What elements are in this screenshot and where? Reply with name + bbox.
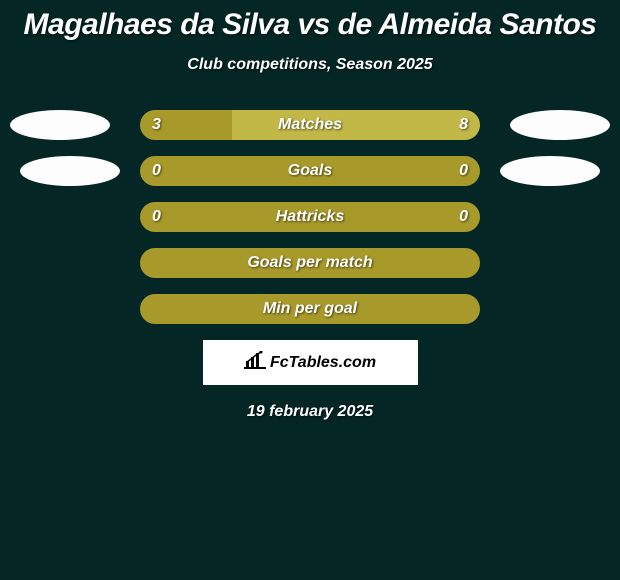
- stat-bar: Matches3 8: [140, 110, 480, 140]
- stat-label: Matches: [140, 110, 480, 140]
- player-oval-right: [510, 110, 610, 140]
- stat-row: Matches3 8: [0, 110, 620, 140]
- player-oval-right: [500, 156, 600, 186]
- stat-row: Goals0 0: [0, 156, 620, 186]
- comparison-date: 19 february 2025: [0, 403, 620, 421]
- stat-value-right: 8: [459, 110, 468, 140]
- comparison-subtitle: Club competitions, Season 2025: [0, 56, 620, 74]
- stat-bar: Goals per match: [140, 248, 480, 278]
- stats-rows: Matches38Goals00Hattricks00Goals per mat…: [0, 110, 620, 324]
- comparison-title: Magalhaes da Silva vs de Almeida Santos: [0, 0, 620, 42]
- stat-row: Hattricks0 0: [0, 202, 620, 232]
- stat-label: Min per goal: [140, 294, 480, 324]
- stat-bar: Min per goal: [140, 294, 480, 324]
- chart-icon: [244, 351, 266, 374]
- logo-box: FcTables.com: [203, 340, 418, 385]
- stat-label: Goals: [140, 156, 480, 186]
- stat-row: Goals per match: [0, 248, 620, 278]
- stat-value-right: 0: [459, 156, 468, 186]
- player-oval-left: [10, 110, 110, 140]
- logo-text: FcTables.com: [270, 354, 376, 372]
- stat-label: Hattricks: [140, 202, 480, 232]
- stat-row: Min per goal: [0, 294, 620, 324]
- stat-bar: Goals0 0: [140, 156, 480, 186]
- stat-value-left: 0: [152, 156, 161, 186]
- player-oval-left: [20, 156, 120, 186]
- stat-value-right: 0: [459, 202, 468, 232]
- stat-value-left: 3: [152, 110, 161, 140]
- stat-label: Goals per match: [140, 248, 480, 278]
- stat-bar: Hattricks0 0: [140, 202, 480, 232]
- stat-value-left: 0: [152, 202, 161, 232]
